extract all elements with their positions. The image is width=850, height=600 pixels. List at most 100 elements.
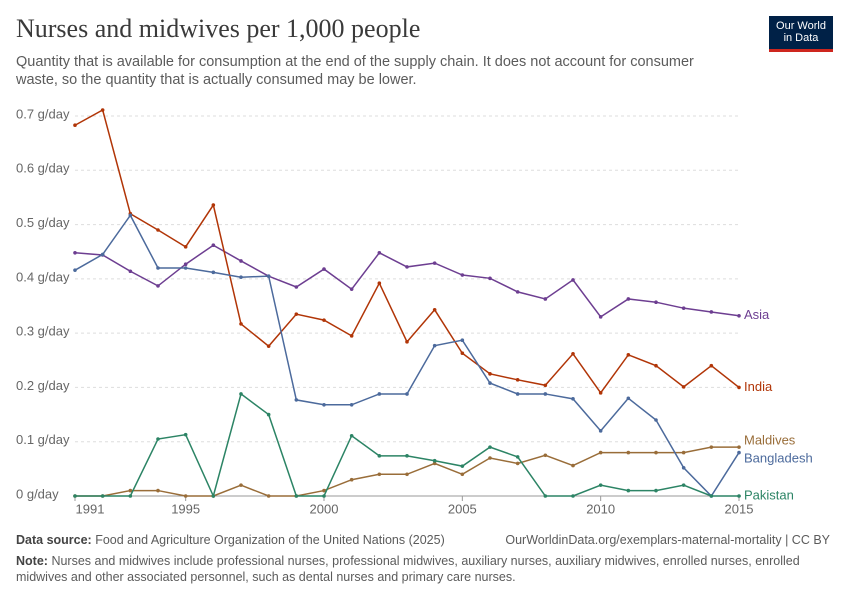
point	[405, 340, 409, 344]
point	[432, 458, 437, 463]
point	[211, 270, 216, 275]
point	[598, 315, 603, 319]
point	[432, 261, 437, 265]
logo-line: in Data	[783, 32, 819, 44]
point	[709, 494, 714, 498]
point	[598, 450, 603, 455]
point	[571, 351, 575, 356]
source-label: Data source:	[16, 533, 92, 547]
point	[100, 108, 105, 112]
point	[294, 494, 299, 498]
point	[266, 344, 271, 348]
point	[405, 454, 409, 458]
url: OurWorldinData.org/exemplars-maternal-mo…	[505, 533, 830, 547]
series-label: Asia	[744, 307, 770, 322]
point	[543, 453, 548, 458]
x-tick-label: 2000	[310, 501, 339, 516]
subtitle: Quantity that is available for consumpti…	[16, 54, 694, 88]
point	[73, 268, 77, 272]
x-tick-label: 2015	[725, 501, 754, 516]
y-tick-label: 0.5 g/day	[16, 215, 70, 230]
point	[128, 494, 133, 498]
point	[239, 483, 243, 487]
point	[156, 228, 160, 232]
point	[515, 392, 520, 396]
x-tick-label: 2010	[586, 501, 615, 516]
point	[349, 403, 354, 407]
point	[377, 281, 382, 286]
point	[543, 392, 548, 396]
point	[681, 450, 686, 455]
point	[737, 313, 741, 318]
point	[488, 445, 492, 449]
point	[598, 391, 603, 395]
point	[598, 483, 603, 487]
point	[266, 412, 271, 417]
source-text: Food and Agriculture Organization of the…	[95, 533, 445, 547]
point	[709, 310, 714, 314]
point	[626, 297, 631, 301]
point	[681, 385, 686, 389]
point	[156, 266, 160, 270]
point	[377, 454, 382, 458]
point	[73, 123, 77, 128]
point	[460, 472, 465, 477]
point	[349, 477, 354, 482]
point	[626, 488, 631, 493]
point	[322, 488, 326, 493]
point	[543, 297, 548, 301]
logo: Our World in Data	[769, 16, 833, 52]
point	[294, 312, 299, 316]
point	[73, 494, 77, 498]
point	[377, 251, 382, 255]
point	[626, 353, 631, 357]
point	[432, 461, 437, 466]
point	[405, 472, 409, 477]
point	[128, 488, 133, 493]
point	[571, 494, 575, 498]
point	[156, 437, 160, 441]
note-label: Note:	[16, 554, 48, 568]
point	[654, 300, 658, 305]
point	[681, 483, 686, 487]
point	[322, 403, 326, 407]
point	[239, 322, 243, 326]
y-tick-label: 0.4 g/day	[16, 269, 70, 284]
note: Note: Nurses and midwives include profes…	[16, 553, 836, 585]
point	[239, 259, 243, 263]
point	[183, 262, 188, 267]
point	[322, 318, 326, 322]
point	[460, 273, 465, 277]
point	[488, 372, 492, 376]
y-tick-label: 0.6 g/day	[16, 161, 70, 176]
point	[460, 338, 465, 343]
point	[626, 396, 631, 401]
point	[294, 285, 299, 289]
point	[571, 463, 575, 468]
point	[100, 252, 105, 257]
point	[626, 450, 631, 455]
point	[405, 265, 409, 269]
series-line	[74, 108, 740, 395]
series-label: Bangladesh	[744, 450, 813, 465]
point	[432, 308, 437, 312]
x-tick-label: 1995	[171, 501, 200, 516]
series-label: India	[744, 379, 773, 394]
point	[183, 245, 188, 249]
point	[183, 432, 188, 437]
point	[681, 306, 686, 310]
point	[737, 445, 741, 449]
source: Data source: Food and Agriculture Organi…	[16, 532, 445, 548]
point	[571, 278, 575, 282]
y-tick-label: 0.1 g/day	[16, 432, 70, 447]
point	[654, 488, 658, 493]
point	[488, 381, 492, 385]
point	[488, 276, 492, 281]
note-text: Nurses and midwives include professional…	[16, 554, 800, 584]
point	[183, 494, 188, 498]
point	[709, 363, 714, 368]
point	[128, 213, 133, 218]
point	[654, 450, 658, 455]
